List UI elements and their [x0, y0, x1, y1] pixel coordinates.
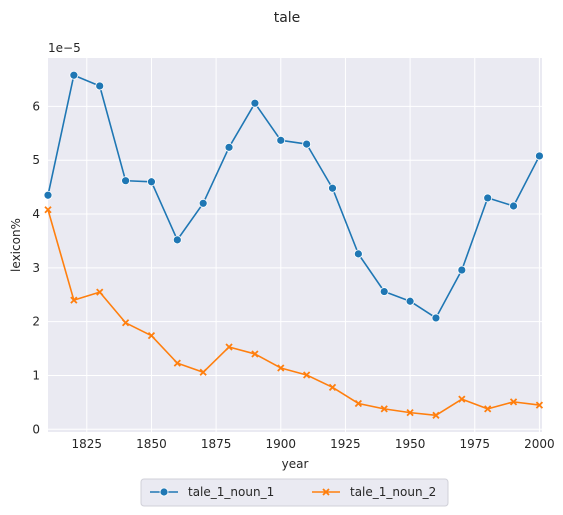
data-point — [303, 371, 311, 379]
y-tick-label: 5 — [32, 153, 40, 167]
data-point — [302, 139, 312, 149]
legend-item: tale_1_noun_1 — [150, 485, 274, 499]
data-point — [225, 343, 233, 351]
y-axis-ticks: 0 1 2 3 4 5 6 — [32, 99, 40, 436]
data-point — [353, 249, 363, 259]
data-point — [328, 183, 337, 193]
data-point — [276, 135, 286, 145]
y-axis-scale-label: 1e−5 — [48, 41, 81, 55]
data-point — [535, 151, 544, 161]
y-tick-label: 2 — [32, 315, 40, 329]
data-point — [431, 313, 441, 323]
legend-item: tale_1_noun_2 — [312, 485, 436, 499]
data-point — [70, 296, 78, 304]
data-point — [380, 405, 388, 413]
x-tick-label: 1875 — [201, 437, 232, 451]
x-tick-label: 1925 — [330, 437, 361, 451]
data-point — [173, 359, 181, 367]
data-point — [379, 287, 389, 296]
y-tick-label: 0 — [32, 422, 40, 436]
x-axis-ticks: 1825 1850 1875 1900 1925 1950 1975 2000 — [72, 437, 555, 451]
data-point — [483, 193, 493, 203]
legend-marker — [159, 487, 169, 497]
data-point — [147, 177, 156, 187]
data-point — [198, 198, 208, 208]
data-point — [535, 401, 544, 409]
x-tick-label: 1950 — [395, 437, 426, 451]
series-line — [47, 209, 540, 417]
data-point — [432, 411, 440, 419]
legend-label: tale_1_noun_2 — [350, 485, 436, 499]
chart-title: tale — [274, 10, 301, 26]
data-point — [172, 235, 182, 245]
x-tick-label: 1900 — [266, 437, 297, 451]
data-point — [121, 176, 130, 186]
series-tale_1_noun_2 — [44, 206, 544, 419]
data-point — [43, 190, 53, 200]
data-point — [484, 405, 492, 413]
data-point — [250, 98, 260, 108]
legend-marker — [322, 488, 330, 496]
data-point — [121, 319, 130, 327]
grid-lines — [48, 58, 542, 432]
data-point — [328, 383, 337, 391]
data-point — [458, 395, 466, 403]
data-point — [509, 398, 518, 406]
y-tick-label: 3 — [32, 261, 40, 275]
series-layer — [43, 70, 544, 419]
data-point — [95, 81, 105, 91]
legend-frame — [140, 478, 449, 507]
data-point — [405, 296, 415, 306]
data-point — [224, 142, 234, 152]
x-tick-label: 2000 — [524, 437, 555, 451]
y-axis-label: lexicon% — [9, 218, 23, 272]
series-tale_1_noun_1 — [43, 70, 544, 323]
data-point — [96, 288, 104, 296]
data-point — [69, 70, 79, 80]
data-point — [457, 265, 467, 275]
data-point — [277, 364, 285, 372]
data-point — [251, 350, 259, 358]
data-point — [44, 206, 52, 214]
data-point — [406, 408, 414, 417]
plot-area — [48, 58, 542, 432]
legend: tale_1_noun_1 tale_1_noun_2 — [140, 478, 449, 507]
data-point — [147, 332, 156, 340]
x-tick-label: 1850 — [136, 437, 167, 451]
x-tick-label: 1825 — [72, 437, 103, 451]
y-tick-label: 4 — [32, 207, 40, 221]
y-tick-label: 6 — [32, 99, 40, 113]
data-point — [199, 368, 207, 376]
data-point — [509, 201, 518, 211]
data-point — [354, 399, 363, 408]
legend-label: tale_1_noun_1 — [188, 485, 274, 499]
x-tick-label: 1975 — [459, 437, 490, 451]
y-tick-label: 1 — [32, 368, 40, 382]
x-axis-label: year — [282, 457, 309, 471]
